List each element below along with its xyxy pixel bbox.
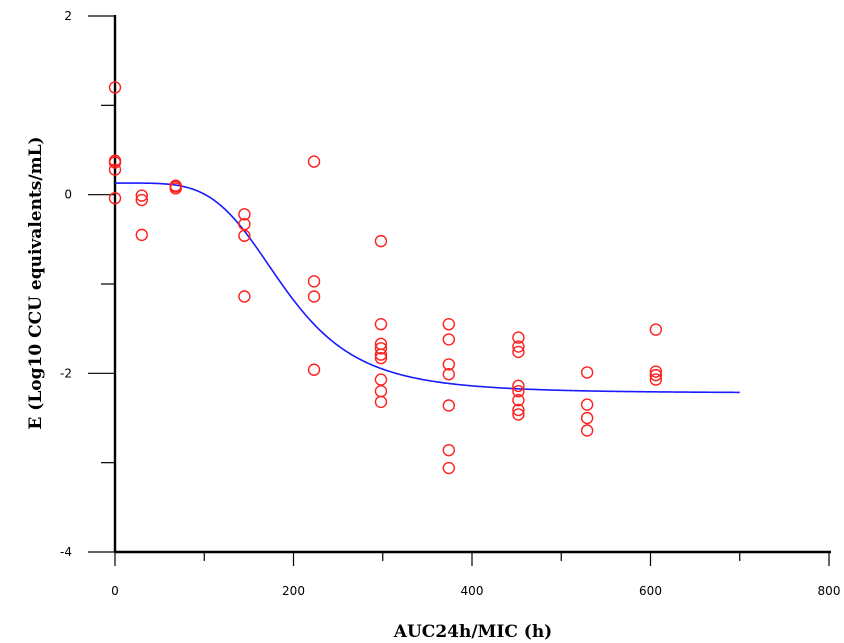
data-point <box>374 351 388 365</box>
data-point <box>135 193 148 207</box>
data-point <box>442 443 455 457</box>
x-axis-title: AUC24h/MIC (h) <box>393 622 552 642</box>
data-point <box>512 393 525 407</box>
data-point <box>512 408 525 421</box>
data-point <box>442 368 455 381</box>
data-point <box>442 358 455 371</box>
tick-marks <box>88 15 830 566</box>
data-point <box>442 318 455 331</box>
y-tick-label: 2 <box>64 9 72 23</box>
data-points <box>108 81 663 475</box>
data-point <box>374 395 388 409</box>
data-point <box>580 366 594 379</box>
data-point <box>442 399 455 412</box>
data-point <box>512 385 525 398</box>
x-tick-label: 0 <box>111 584 119 598</box>
data-point <box>238 229 251 242</box>
data-point <box>649 373 663 386</box>
data-point <box>580 411 594 425</box>
data-point <box>108 192 122 205</box>
data-point <box>512 340 525 353</box>
x-tick-label: 400 <box>461 584 484 598</box>
data-point <box>580 398 594 411</box>
x-tick-label: 200 <box>282 584 305 598</box>
y-tick-label: 0 <box>64 188 72 202</box>
data-point <box>307 290 321 303</box>
data-point <box>374 373 388 386</box>
data-point <box>649 323 663 336</box>
data-point <box>374 348 388 361</box>
data-point <box>649 368 663 382</box>
x-tick-label: 800 <box>818 584 841 598</box>
data-point <box>238 208 251 221</box>
data-point <box>307 363 321 376</box>
data-point <box>307 275 321 288</box>
data-point <box>512 379 525 393</box>
data-point <box>108 81 122 94</box>
axes <box>113 15 831 554</box>
data-point <box>512 345 525 359</box>
y-axis-title: E (Log10 CCU equivalents/mL) <box>26 136 46 429</box>
data-point <box>374 342 388 355</box>
data-point <box>442 461 455 475</box>
data-point <box>512 331 525 344</box>
data-point <box>374 234 388 248</box>
data-point <box>649 365 663 378</box>
data-point <box>580 424 594 437</box>
data-point <box>307 155 321 168</box>
data-point <box>135 189 148 202</box>
data-point <box>442 333 455 346</box>
data-point <box>169 182 182 195</box>
data-point <box>135 228 148 242</box>
data-point <box>374 318 388 331</box>
fitted-curve <box>115 182 740 394</box>
y-tick-label: -2 <box>60 366 72 380</box>
x-tick-label: 600 <box>639 584 662 598</box>
tick-labels: 0 200 400 600 800 -4 -2 0 2 <box>60 9 840 598</box>
data-point <box>374 385 388 398</box>
data-point <box>108 163 122 176</box>
data-point <box>108 156 122 169</box>
data-point <box>512 403 525 417</box>
data-point <box>238 290 251 303</box>
y-tick-label: -4 <box>60 545 72 559</box>
